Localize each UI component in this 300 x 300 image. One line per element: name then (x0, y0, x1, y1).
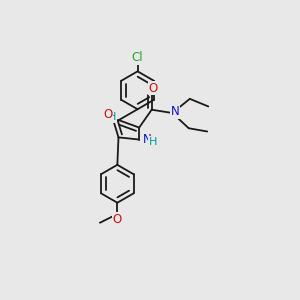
Text: O: O (148, 82, 158, 95)
Text: H: H (108, 112, 116, 122)
Text: O: O (103, 108, 112, 121)
Text: N: N (143, 133, 152, 146)
Text: H: H (148, 137, 157, 147)
Text: O: O (113, 213, 122, 226)
Text: N: N (171, 105, 180, 118)
Text: Cl: Cl (132, 51, 143, 64)
